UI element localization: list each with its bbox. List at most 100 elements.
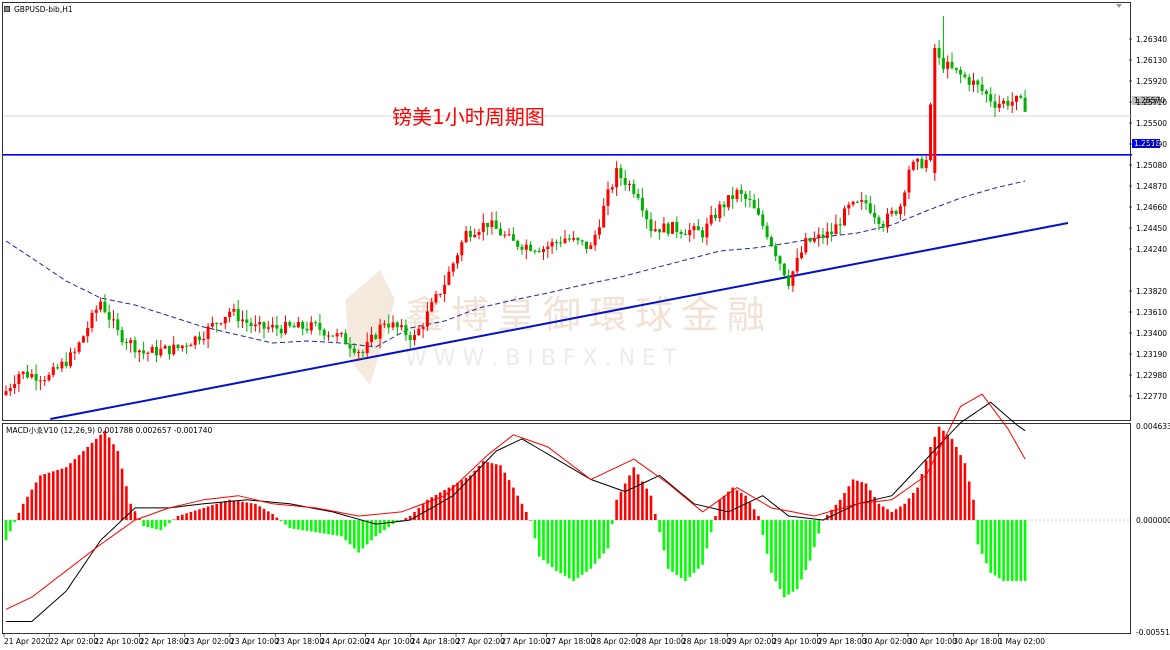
macd-bar-positive	[649, 495, 653, 521]
macd-bar-negative	[331, 520, 335, 535]
candle-bear	[301, 322, 305, 329]
candle-bear	[636, 193, 640, 198]
candle-bull	[589, 245, 593, 249]
macd-bar-negative	[159, 520, 163, 531]
time-axis-label: 29 Apr 18:00	[818, 637, 867, 646]
macd-bar-positive	[56, 469, 59, 521]
macd-bar-positive	[447, 487, 451, 521]
candle-bull	[1015, 95, 1018, 102]
candle-bull	[228, 311, 232, 318]
price-axis-label: 1.22770	[1136, 392, 1167, 401]
price-axis-label: 1.23820	[1136, 287, 1167, 296]
macd-bar-negative	[1019, 520, 1023, 581]
candle-bear	[585, 241, 588, 249]
macd-bar-positive	[950, 438, 954, 521]
candle-bear	[292, 325, 296, 328]
macd-bar-positive	[512, 487, 515, 521]
chevron-down-icon[interactable]	[1116, 4, 1122, 8]
macd-bar-negative	[572, 520, 575, 581]
candle-bull	[438, 293, 442, 295]
macd-bar-positive	[30, 489, 34, 521]
time-axis-label: 23 Apr 02:00	[185, 637, 234, 646]
candle-bull	[21, 371, 25, 375]
candle-bull	[43, 380, 47, 382]
candle-bull	[550, 241, 554, 247]
candle-bear	[408, 335, 412, 341]
macd-bar-negative	[542, 520, 545, 561]
macd-bar-negative	[662, 520, 666, 551]
macd-bar-positive	[413, 511, 416, 521]
macd-bar-negative	[778, 520, 782, 590]
macd-bar-negative	[546, 520, 550, 564]
candle-bear	[395, 322, 399, 328]
macd-bar-positive	[43, 474, 46, 521]
candle-bull	[241, 319, 244, 322]
candle-bear	[404, 325, 408, 336]
macd-bar-negative	[697, 520, 700, 569]
macd-bar-negative	[989, 520, 992, 573]
macd-bar-positive	[482, 461, 485, 521]
macd-bar-negative	[142, 520, 145, 527]
price-axis-label: 1.25080	[1136, 161, 1167, 170]
candle-bull	[30, 373, 34, 378]
candle-bear	[387, 323, 391, 328]
candle-bear	[352, 348, 356, 353]
macd-bar-positive	[907, 498, 911, 521]
candle-bull	[447, 271, 451, 285]
macd-bar-negative	[387, 520, 390, 528]
macd-bar-positive	[520, 503, 524, 521]
macd-bar-negative	[774, 520, 777, 581]
candle-bull	[378, 324, 382, 339]
macd-bar-negative	[1006, 520, 1010, 581]
candle-bull	[90, 312, 94, 329]
candle-bull	[219, 323, 223, 325]
candle-bull	[370, 334, 373, 342]
candle-bear	[155, 346, 158, 356]
macd-bar-negative	[993, 520, 997, 576]
candle-bear	[679, 231, 683, 234]
candle-bull	[817, 234, 821, 239]
candle-bull	[223, 317, 227, 324]
current-price-tag	[1132, 96, 1160, 105]
time-axis-label: 21 Apr 2020	[4, 637, 51, 646]
candle-bear	[976, 80, 980, 85]
time-axis-label: 29 Apr 10:00	[772, 637, 821, 646]
candle-bear	[748, 198, 752, 200]
time-axis-label: 27 Apr 10:00	[501, 637, 550, 646]
time-axis-label: 28 Apr 10:00	[637, 637, 686, 646]
candle-bull	[1010, 101, 1014, 106]
macd-bar-negative	[671, 520, 674, 572]
price-axis-label: 1.25290	[1136, 140, 1167, 149]
candle-bear	[666, 223, 670, 234]
candle-bull	[606, 189, 610, 206]
candle-bull	[473, 234, 477, 237]
candle-bear	[649, 219, 653, 232]
macd-bar-positive	[172, 519, 175, 521]
candle-bear	[533, 250, 537, 252]
macd-bar-negative	[383, 520, 386, 531]
candle-bear	[683, 233, 687, 236]
candle-bull	[391, 322, 395, 328]
candle-bull	[382, 323, 386, 325]
macd-bar-negative	[1002, 520, 1005, 581]
macd-bar-positive	[873, 497, 876, 521]
candle-bear	[782, 263, 786, 276]
current-price-label: 1.25570	[1134, 96, 1165, 105]
candle-bull	[443, 284, 447, 294]
candle-bear	[864, 200, 868, 204]
candle-bear	[640, 197, 644, 211]
candle-bear	[511, 234, 515, 241]
candle-bull	[705, 223, 709, 238]
candle-bear	[739, 189, 743, 194]
macd-bar-negative	[688, 520, 691, 577]
candle-bear	[314, 322, 318, 324]
time-axis-label: 27 Apr 18:00	[546, 637, 595, 646]
macd-bar-positive	[249, 503, 253, 521]
macd-bar-positive	[641, 481, 644, 521]
candle-bull	[421, 326, 425, 329]
macd-bar-negative	[533, 520, 537, 539]
candle-bear	[520, 246, 524, 250]
time-axis-label: 24 Apr 10:00	[366, 637, 415, 646]
candle-bear	[787, 275, 791, 286]
